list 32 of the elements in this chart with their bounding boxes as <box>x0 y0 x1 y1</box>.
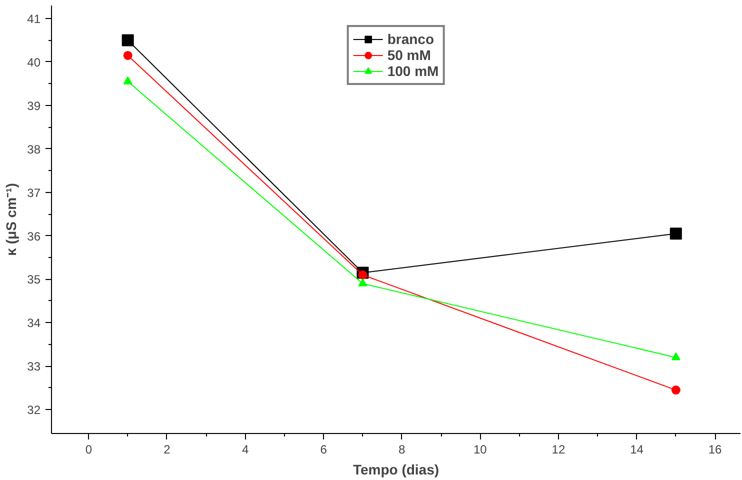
x-tick-label: 12 <box>552 442 566 456</box>
x-tick-label: 16 <box>708 442 722 456</box>
y-tick-label: 33 <box>27 360 41 374</box>
point <box>358 278 368 286</box>
point <box>123 76 132 84</box>
point <box>122 34 134 46</box>
x-tick-label: 4 <box>242 442 249 456</box>
x-tick-label: 10 <box>473 442 488 456</box>
point <box>670 228 682 240</box>
legend-label: 50 mM <box>387 47 431 63</box>
point <box>358 270 368 280</box>
y-tick-label: 41 <box>27 12 41 26</box>
x-tick-label: 2 <box>164 442 171 456</box>
x-tick-label: 14 <box>630 442 644 456</box>
y-tick-label: 34 <box>27 316 41 330</box>
legend-label: 100 mM <box>387 63 439 79</box>
x-tick-label: 6 <box>320 442 328 456</box>
x-tick-label: 0 <box>85 442 92 456</box>
y-tick-label: 32 <box>27 403 41 418</box>
y-tick-label: 37 <box>27 186 41 200</box>
point <box>671 386 680 395</box>
y-axis-title: κ (μS cm⁻¹) <box>3 183 20 256</box>
point <box>671 352 680 360</box>
point <box>123 50 132 60</box>
x-axis-title: Tempo (dias) <box>352 462 440 478</box>
y-tick-label: 36 <box>27 229 41 244</box>
y-tick-label: 38 <box>27 142 41 156</box>
x-tick-label: 8 <box>398 442 406 456</box>
y-tick-label: 39 <box>27 98 41 113</box>
y-tick-label: 35 <box>27 272 41 287</box>
legend-label: branco <box>387 31 434 47</box>
y-tick-label: 40 <box>27 55 41 70</box>
